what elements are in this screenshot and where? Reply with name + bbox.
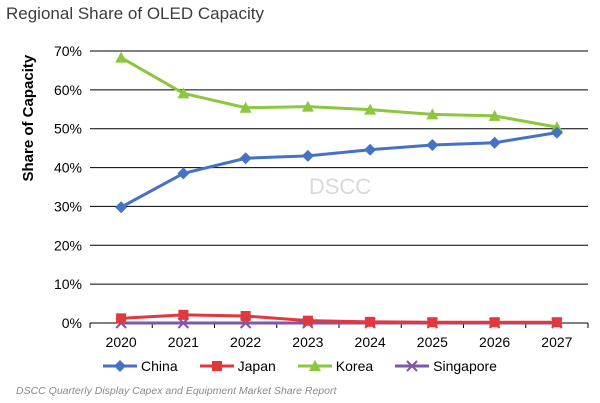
series-line-japan (121, 313, 557, 324)
y-tick-label: 20% (54, 237, 82, 253)
chart-title: Regional Share of OLED Capacity (6, 4, 264, 23)
legend-item-japan: Japan (199, 358, 276, 374)
y-tick-label: 60% (54, 82, 82, 98)
watermark-text: DSCC (309, 174, 371, 199)
y-tick-label: 70% (54, 43, 82, 59)
series-japan (116, 309, 562, 328)
y-tick-label: 0% (62, 315, 82, 331)
x-tick-label: 2026 (479, 334, 510, 350)
data-point-japan (365, 316, 376, 327)
data-point-china (301, 149, 314, 162)
legend-item-singapore: Singapore (395, 358, 497, 374)
y-tick-label: 50% (54, 121, 82, 137)
data-point-korea (364, 103, 377, 115)
data-point-japan (240, 311, 251, 322)
legend: China Japan Korea Singapore (0, 358, 600, 374)
legend-swatch (395, 360, 430, 372)
footnote: DSCC Quarterly Display Capex and Equipme… (16, 385, 337, 397)
data-point-china (239, 152, 252, 165)
x-tick-label: 2027 (541, 334, 572, 350)
x-tick-label: 2020 (106, 334, 137, 350)
data-point-japan (551, 317, 562, 328)
data-point-china (550, 126, 563, 139)
x-tick-label: 2021 (168, 334, 199, 350)
data-point-china (364, 143, 377, 156)
data-point-korea (301, 100, 314, 112)
y-axis-label: Share of Capacity (20, 54, 37, 182)
data-point-china (177, 167, 190, 180)
legend-swatch (199, 361, 234, 371)
data-point-japan (302, 315, 313, 326)
series-lines (115, 51, 563, 329)
data-point-japan (178, 309, 189, 320)
legend-label: Singapore (433, 358, 497, 374)
data-point-korea (488, 109, 501, 121)
data-point-korea (177, 87, 190, 99)
legend-label: Korea (335, 358, 374, 374)
y-tick-label: 10% (54, 276, 82, 292)
x-tick-label: 2022 (230, 334, 261, 350)
legend-label: China (141, 358, 178, 374)
series-china (115, 126, 563, 214)
legend-item-korea: Korea (297, 358, 374, 374)
x-tick-label: 2025 (417, 334, 448, 350)
y-tick-label: 40% (54, 160, 82, 176)
data-point-japan (116, 313, 127, 324)
legend-item-china: China (103, 358, 178, 374)
data-point-korea (239, 101, 252, 113)
x-tick-label: 2024 (355, 334, 386, 350)
x-tick-label: 2023 (292, 334, 323, 350)
data-point-korea (426, 108, 439, 120)
legend-label: Japan (237, 358, 276, 374)
axes: 0% 10% 20% 30% 40% 50% 60% 70% 2020 2021 2022 2023 2… (54, 43, 589, 350)
series-korea (115, 51, 563, 133)
y-tick-label: 30% (54, 198, 82, 214)
series-line-china (120, 131, 558, 209)
data-point-china (426, 139, 439, 152)
data-point-japan (427, 317, 438, 328)
data-point-china (115, 201, 128, 214)
legend-swatch (297, 360, 332, 371)
data-point-japan (489, 317, 500, 328)
data-point-korea (115, 51, 128, 63)
series-line-korea (120, 56, 558, 129)
data-point-china (488, 136, 501, 149)
legend-swatch (103, 360, 138, 372)
